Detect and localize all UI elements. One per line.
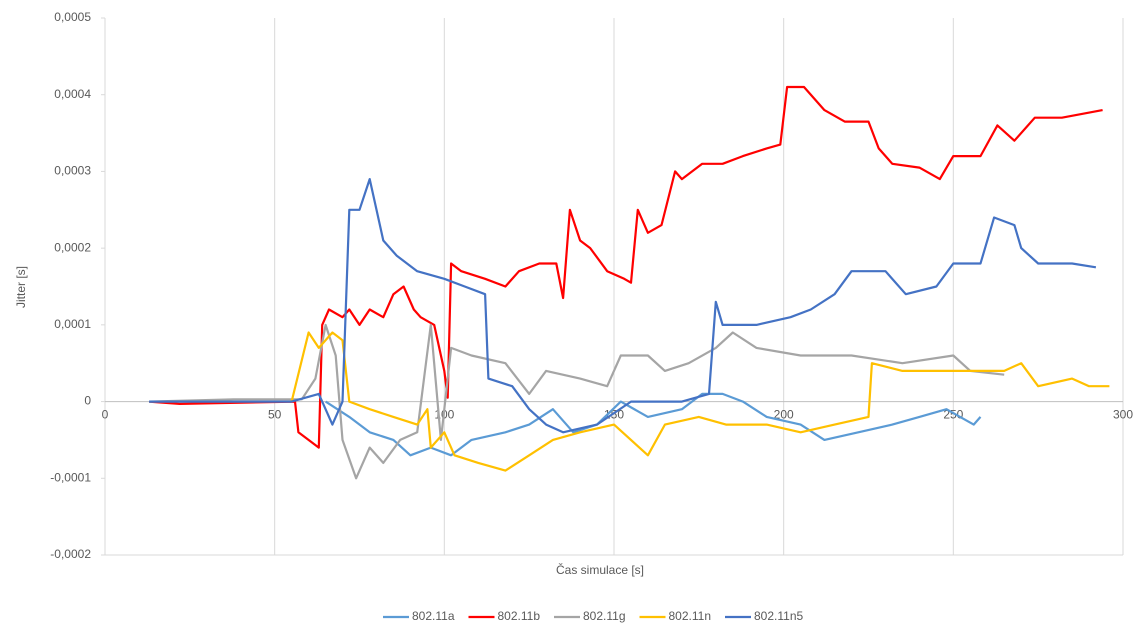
x-tick-label: 200 <box>774 408 794 422</box>
y-tick-label: 0,0005 <box>54 10 91 24</box>
legend-label: 802.11g <box>583 609 626 623</box>
y-tick-label: 0 <box>84 394 91 408</box>
x-tick-label: 50 <box>268 408 282 422</box>
legend-label: 802.11n <box>669 609 712 623</box>
y-tick-label: -0,0002 <box>50 547 91 561</box>
legend-label: 802.11a <box>412 609 455 623</box>
series-line <box>325 392 982 457</box>
series-line <box>149 323 1005 480</box>
y-tick-label: 0,0001 <box>54 317 91 331</box>
x-axis-label: Čas simulace [s] <box>556 562 644 577</box>
y-tick-label: 0,0003 <box>54 164 91 178</box>
series-line <box>290 331 1110 472</box>
y-tick-label: 0,0004 <box>54 87 91 101</box>
series-line <box>149 85 1103 449</box>
series-line <box>149 178 1097 434</box>
legend-label: 802.11b <box>498 609 541 623</box>
x-tick-label: 0 <box>102 408 109 422</box>
x-tick-label: 300 <box>1113 408 1133 422</box>
y-tick-label: -0,0001 <box>50 470 91 484</box>
x-tick-label: 150 <box>604 408 624 422</box>
legend-label: 802.11n5 <box>754 609 803 623</box>
y-axis-label: Jitter [s] <box>14 266 28 308</box>
y-tick-label: 0,0002 <box>54 240 91 254</box>
